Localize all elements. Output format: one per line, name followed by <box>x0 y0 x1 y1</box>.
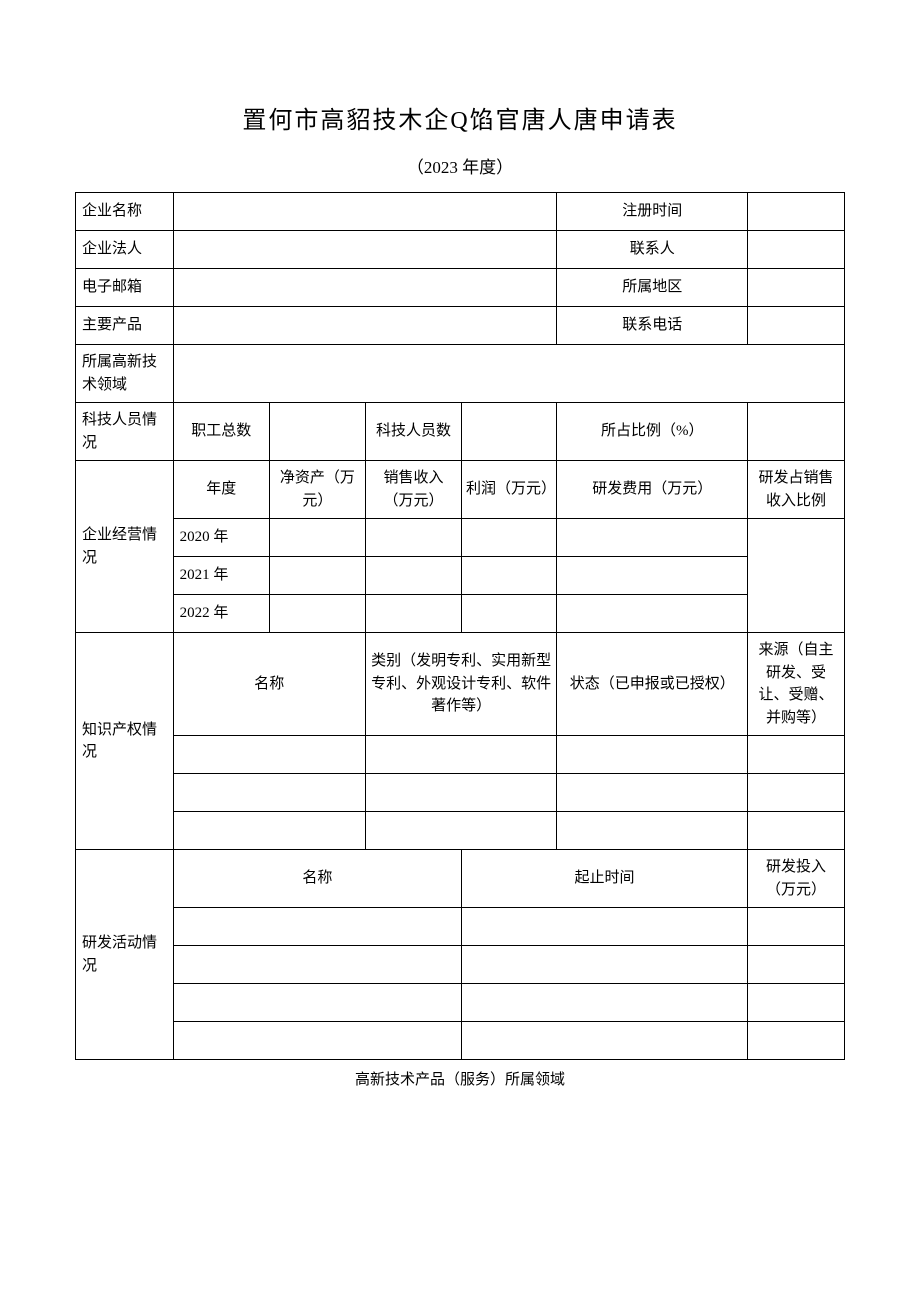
ip-row3-name <box>173 812 365 850</box>
th-ip-source: 来源（自主研发、受让、受赠、并购等） <box>748 633 845 736</box>
th-ip-type: 类别（发明专利、实用新型专利、外观设计专利、软件著作等） <box>365 633 556 736</box>
ip-row1-name <box>173 736 365 774</box>
label-email: 电子邮箱 <box>76 269 174 307</box>
label-tech-staff: 科技人员数 <box>365 403 461 461</box>
rd-row4-invest <box>748 1022 845 1060</box>
cell-2022-asset <box>269 595 365 633</box>
page-title: 置何市高貂技木企Q馅官唐人唐申请表 <box>75 100 845 135</box>
th-ip-status: 状态（已申报或已授权） <box>557 633 748 736</box>
cell-2021-asset <box>269 557 365 595</box>
rd-row2-time <box>462 946 748 984</box>
page-subtitle: （2023 年度） <box>75 153 845 178</box>
cell-email <box>173 269 557 307</box>
rd-row1-invest <box>748 908 845 946</box>
label-phone: 联系电话 <box>557 307 748 345</box>
rd-row3-time <box>462 984 748 1022</box>
rd-row3-name <box>173 984 461 1022</box>
cell-legal-person <box>173 231 557 269</box>
ip-row1-status <box>557 736 748 774</box>
label-legal-person: 企业法人 <box>76 231 174 269</box>
cell-products <box>173 307 557 345</box>
cell-2022-rd <box>557 595 748 633</box>
cell-staff-total <box>269 403 365 461</box>
th-rd-name: 名称 <box>173 850 461 908</box>
cell-2020-profit <box>462 519 557 557</box>
label-contact: 联系人 <box>557 231 748 269</box>
rd-row4-time <box>462 1022 748 1060</box>
label-products: 主要产品 <box>76 307 174 345</box>
label-business: 企业经营情况 <box>76 461 174 633</box>
ip-row1-source <box>748 736 845 774</box>
th-sales: 销售收入（万元） <box>365 461 461 519</box>
year-2021: 2021 年 <box>173 557 269 595</box>
ip-row3-status <box>557 812 748 850</box>
rd-row3-invest <box>748 984 845 1022</box>
ip-row3-source <box>748 812 845 850</box>
cell-2021-rd <box>557 557 748 595</box>
label-staff: 科技人员情况 <box>76 403 174 461</box>
cell-2021-sales <box>365 557 461 595</box>
th-rd-ratio: 研发占销售收入比例 <box>748 461 845 519</box>
cell-region <box>748 269 845 307</box>
cell-2021-profit <box>462 557 557 595</box>
cell-phone <box>748 307 845 345</box>
rd-row1-time <box>462 908 748 946</box>
th-year: 年度 <box>173 461 269 519</box>
cell-staff-ratio <box>748 403 845 461</box>
footer-text: 高新技术产品（服务）所属领域 <box>75 1068 845 1089</box>
th-rd-invest: 研发投入（万元） <box>748 850 845 908</box>
cell-tech-domain <box>173 345 844 403</box>
cell-2020-sales <box>365 519 461 557</box>
cell-2022-profit <box>462 595 557 633</box>
th-rd-cost: 研发费用（万元） <box>557 461 748 519</box>
ip-row2-name <box>173 774 365 812</box>
th-profit: 利润（万元） <box>462 461 557 519</box>
application-table: 企业名称 注册时间 企业法人 联系人 电子邮箱 所属地区 主要产品 联系电话 所… <box>75 192 845 1060</box>
ip-row1-type <box>365 736 556 774</box>
cell-2020-asset <box>269 519 365 557</box>
cell-tech-staff <box>462 403 557 461</box>
th-asset: 净资产（万元） <box>269 461 365 519</box>
ip-row2-type <box>365 774 556 812</box>
ip-row2-source <box>748 774 845 812</box>
ip-row2-status <box>557 774 748 812</box>
cell-2022-sales <box>365 595 461 633</box>
cell-2020-rd <box>557 519 748 557</box>
th-ip-name: 名称 <box>173 633 365 736</box>
label-ip: 知识产权情况 <box>76 633 174 850</box>
label-rd-activity: 研发活动情况 <box>76 850 174 1060</box>
label-region: 所属地区 <box>557 269 748 307</box>
year-2020: 2020 年 <box>173 519 269 557</box>
label-company-name: 企业名称 <box>76 193 174 231</box>
cell-contact <box>748 231 845 269</box>
label-staff-total: 职工总数 <box>173 403 269 461</box>
rd-row1-name <box>173 908 461 946</box>
th-rd-time: 起止时间 <box>462 850 748 908</box>
rd-row2-invest <box>748 946 845 984</box>
label-staff-ratio: 所占比例（%） <box>557 403 748 461</box>
label-reg-time: 注册时间 <box>557 193 748 231</box>
rd-row4-name <box>173 1022 461 1060</box>
cell-rd-ratio <box>748 519 845 633</box>
ip-row3-type <box>365 812 556 850</box>
year-2022: 2022 年 <box>173 595 269 633</box>
cell-reg-time <box>748 193 845 231</box>
cell-company-name <box>173 193 557 231</box>
rd-row2-name <box>173 946 461 984</box>
label-tech-domain: 所属高新技术领域 <box>76 345 174 403</box>
